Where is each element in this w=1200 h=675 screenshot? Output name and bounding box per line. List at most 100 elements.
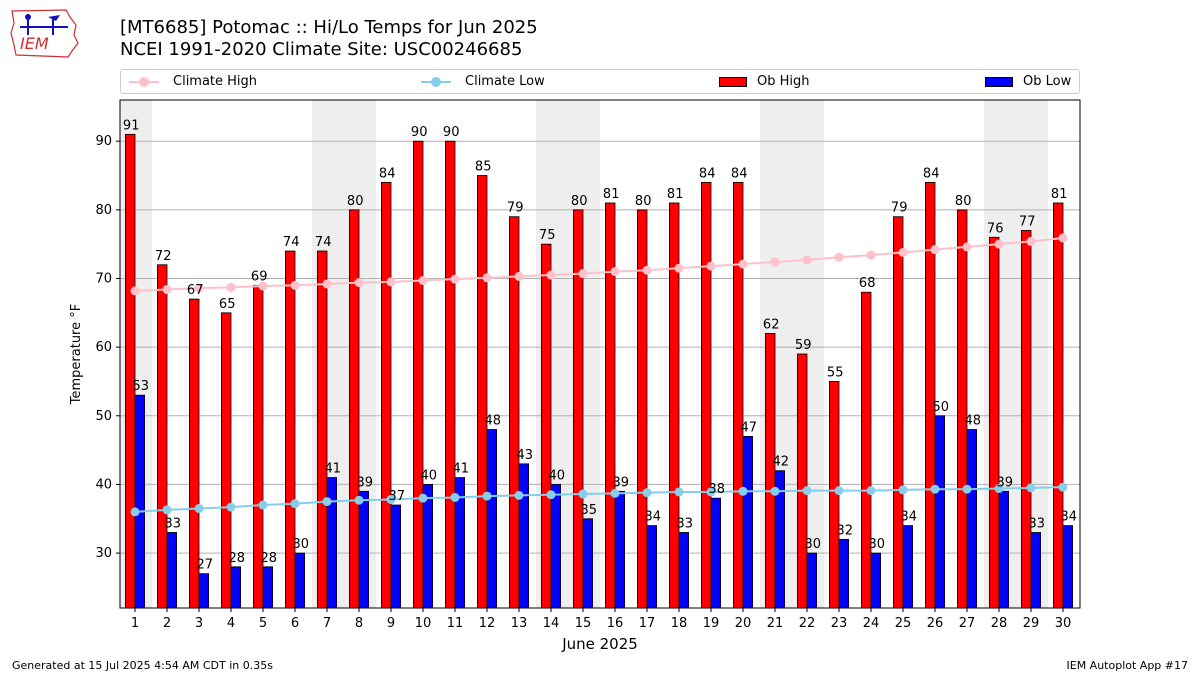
weekend-shade-day-29 <box>1016 100 1048 608</box>
ob-low-bar-day-12 <box>486 429 498 609</box>
weekend-shade-day-22 <box>792 100 824 608</box>
climate-high-point-day-11 <box>450 274 460 284</box>
x-tick-label-21: 21 <box>767 616 784 631</box>
x-tick-label-30: 30 <box>1055 616 1072 631</box>
ob-high-bar-day-18 <box>669 202 680 609</box>
climate-low-point-day-14 <box>546 490 556 500</box>
ob-low-label-day-5: 28 <box>261 551 278 566</box>
ob-high-label-day-17: 80 <box>635 194 652 209</box>
x-tick-label-13: 13 <box>511 616 528 631</box>
ob-low-label-day-12: 48 <box>485 414 502 429</box>
climate-high-point-day-1 <box>130 286 140 296</box>
climate-low-point-day-25 <box>898 485 908 495</box>
ob-high-label-day-18: 81 <box>667 187 684 202</box>
climate-high-point-day-14 <box>546 270 556 280</box>
ob-high-label-day-14: 75 <box>539 228 556 243</box>
ob-low-label-day-15: 35 <box>581 503 598 518</box>
x-tick-label-5: 5 <box>259 616 267 631</box>
climate-high-point-day-27 <box>962 242 972 252</box>
ob-low-bar-day-6 <box>294 552 306 609</box>
climate-high-point-day-17 <box>642 265 652 275</box>
climate-high-point-day-15 <box>578 269 588 279</box>
legend-label-ob-high: Ob High <box>757 74 810 89</box>
ob-low-bar-day-23 <box>838 538 850 609</box>
climate-low-point-day-8 <box>354 495 364 505</box>
chart-title-line2: NCEI 1991-2020 Climate Site: USC00246685 <box>120 39 523 60</box>
climate-high-point-day-20 <box>738 259 748 269</box>
climate-high-point-day-8 <box>354 278 364 288</box>
x-tick-label-22: 22 <box>799 616 816 631</box>
x-tick-label-19: 19 <box>703 616 720 631</box>
climate-high-point-day-29 <box>1026 236 1036 246</box>
x-tick-label-8: 8 <box>355 616 363 631</box>
climate-low-point-day-12 <box>482 491 492 501</box>
chart-title-line1: [MT6685] Potomac :: Hi/Lo Temps for Jun … <box>120 17 538 38</box>
ob-low-label-day-4: 28 <box>229 551 246 566</box>
x-tick-label-4: 4 <box>227 616 235 631</box>
ob-low-bar-day-3 <box>198 573 210 609</box>
ob-low-label-day-18: 33 <box>677 516 694 531</box>
climate-high-point-day-19 <box>706 261 716 271</box>
ob-low-bar-day-20 <box>742 435 754 609</box>
legend-swatch-climate-low <box>421 77 451 87</box>
ob-high-bar-day-9 <box>380 181 392 609</box>
y-tick-label-50: 50 <box>95 409 112 424</box>
climate-low-point-day-15 <box>578 489 588 499</box>
ob-low-label-day-26: 50 <box>933 400 950 415</box>
ob-low-label-day-28: 39 <box>997 475 1014 490</box>
ob-high-label-day-13: 79 <box>507 201 524 216</box>
ob-low-label-day-1: 53 <box>133 379 150 394</box>
ob-high-label-day-3: 67 <box>187 283 204 298</box>
ob-low-label-day-6: 30 <box>293 537 310 552</box>
ob-low-bar-day-7 <box>326 477 338 609</box>
ob-high-bar-day-29 <box>1021 230 1032 609</box>
legend-swatch-ob-high <box>719 77 747 87</box>
ob-high-bar-day-6 <box>284 250 296 609</box>
ob-high-bar-day-25 <box>893 216 904 609</box>
climate-high-point-day-26 <box>930 245 940 255</box>
legend-swatch-ob-low <box>985 77 1013 87</box>
ob-high-label-day-28: 76 <box>987 221 1004 236</box>
climate-high-point-day-28 <box>994 239 1004 249</box>
ob-low-label-day-11: 41 <box>453 462 470 477</box>
ob-high-label-day-9: 84 <box>379 166 396 181</box>
ob-low-bar-day-15 <box>582 518 594 609</box>
ob-high-bar-day-16 <box>605 202 616 609</box>
climate-low-point-day-2 <box>162 505 172 515</box>
ob-low-label-day-29: 33 <box>1029 516 1046 531</box>
ob-low-bar-day-10 <box>422 484 434 609</box>
ob-low-bar-day-9 <box>390 504 402 609</box>
ob-low-bar-day-13 <box>518 463 530 609</box>
ob-high-label-day-29: 77 <box>1019 214 1036 229</box>
ob-low-bar-day-4 <box>230 566 242 609</box>
x-tick-label-26: 26 <box>927 616 944 631</box>
ob-low-label-day-7: 41 <box>325 462 342 477</box>
climate-low-point-day-17 <box>642 488 652 498</box>
ob-low-bar-day-1 <box>134 394 146 609</box>
ob-high-bar-day-11 <box>444 140 456 609</box>
climate-high-point-day-3 <box>194 283 204 293</box>
climate-high-point-day-4 <box>226 282 236 292</box>
ob-high-label-day-21: 62 <box>763 317 780 332</box>
ob-high-label-day-15: 80 <box>571 194 588 209</box>
x-tick-label-11: 11 <box>447 616 464 631</box>
climate-low-point-day-11 <box>450 492 460 502</box>
ob-high-bar-day-24 <box>861 291 872 609</box>
climate-high-point-day-23 <box>834 252 844 262</box>
ob-low-bar-day-24 <box>870 552 882 609</box>
climate-low-point-day-23 <box>834 486 844 496</box>
ob-high-label-day-7: 74 <box>315 235 332 250</box>
ob-high-label-day-25: 79 <box>891 201 908 216</box>
chart-legend: Climate High Climate Low Ob High Ob Low <box>120 69 1080 94</box>
iem-logo: IEM <box>8 5 82 59</box>
x-tick-label-10: 10 <box>415 616 432 631</box>
climate-low-point-day-28 <box>994 484 1004 494</box>
ob-low-label-day-2: 33 <box>165 516 182 531</box>
ob-high-label-day-20: 84 <box>731 166 748 181</box>
x-tick-label-27: 27 <box>959 616 976 631</box>
ob-high-bar-day-10 <box>412 140 424 609</box>
climate-low-point-day-4 <box>226 502 236 512</box>
ob-low-bar-day-18 <box>678 532 690 609</box>
ob-high-bar-day-2 <box>156 264 168 609</box>
ob-low-bar-day-16 <box>614 490 626 609</box>
